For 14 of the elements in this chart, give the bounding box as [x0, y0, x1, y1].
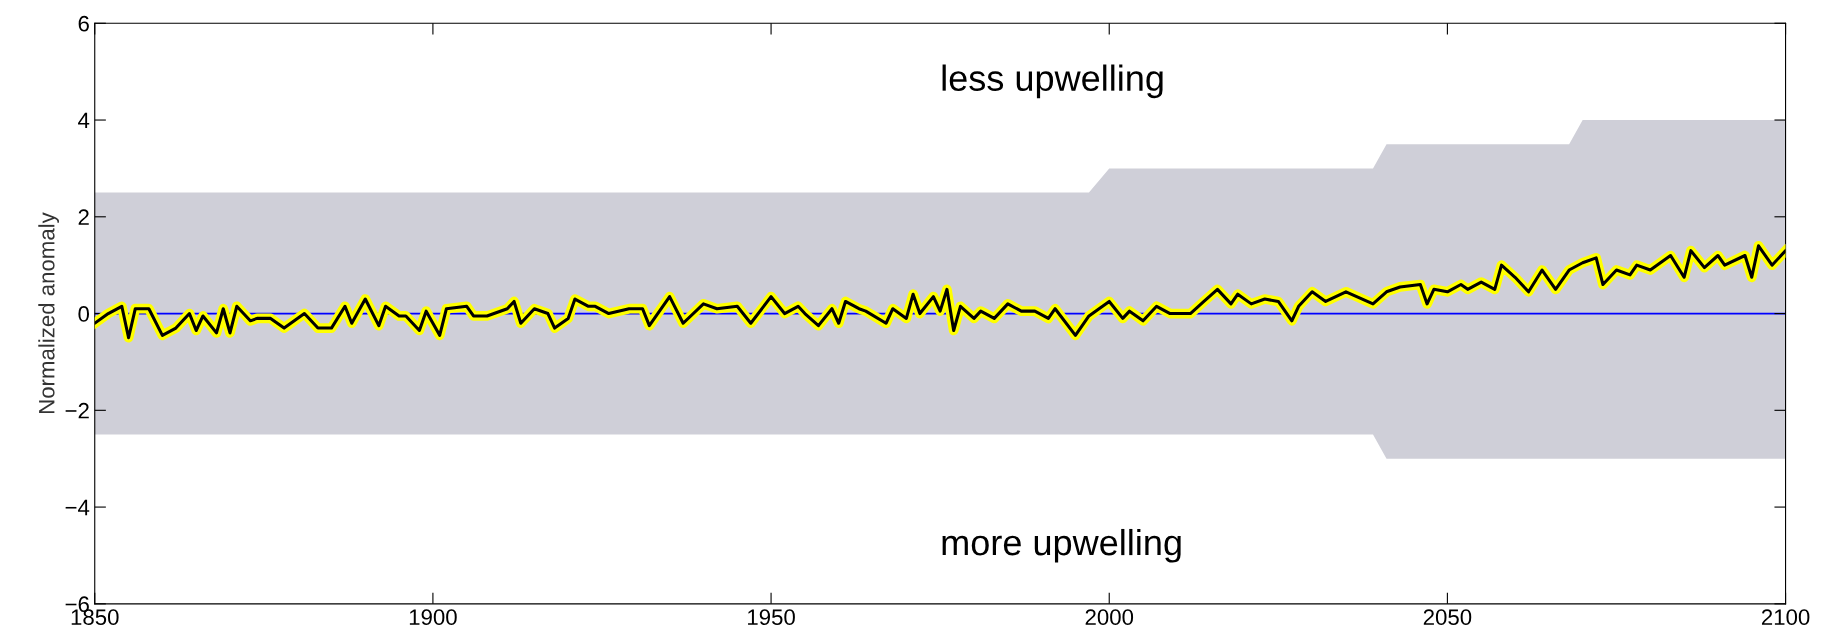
y-tick-label: 4 [78, 112, 90, 129]
y-tick-label: 6 [78, 15, 89, 32]
annotation: less upwelling [942, 64, 1163, 99]
y-tick-label: −4 [65, 499, 90, 516]
y-axis-title: Normalized anomaly [38, 212, 59, 413]
y-tick-label: 2 [78, 209, 89, 225]
x-tick-label: 1950 [748, 609, 795, 626]
x-tick-label: 1900 [409, 609, 457, 626]
y-tick-label: 0 [78, 306, 90, 322]
annotation: more upwelling [942, 528, 1181, 563]
x-tick-label: 2050 [1423, 609, 1472, 626]
x-tick-label: 2000 [1085, 609, 1134, 626]
x-tick-label: 2100 [1761, 609, 1810, 626]
y-tick-label: −2 [65, 402, 89, 419]
